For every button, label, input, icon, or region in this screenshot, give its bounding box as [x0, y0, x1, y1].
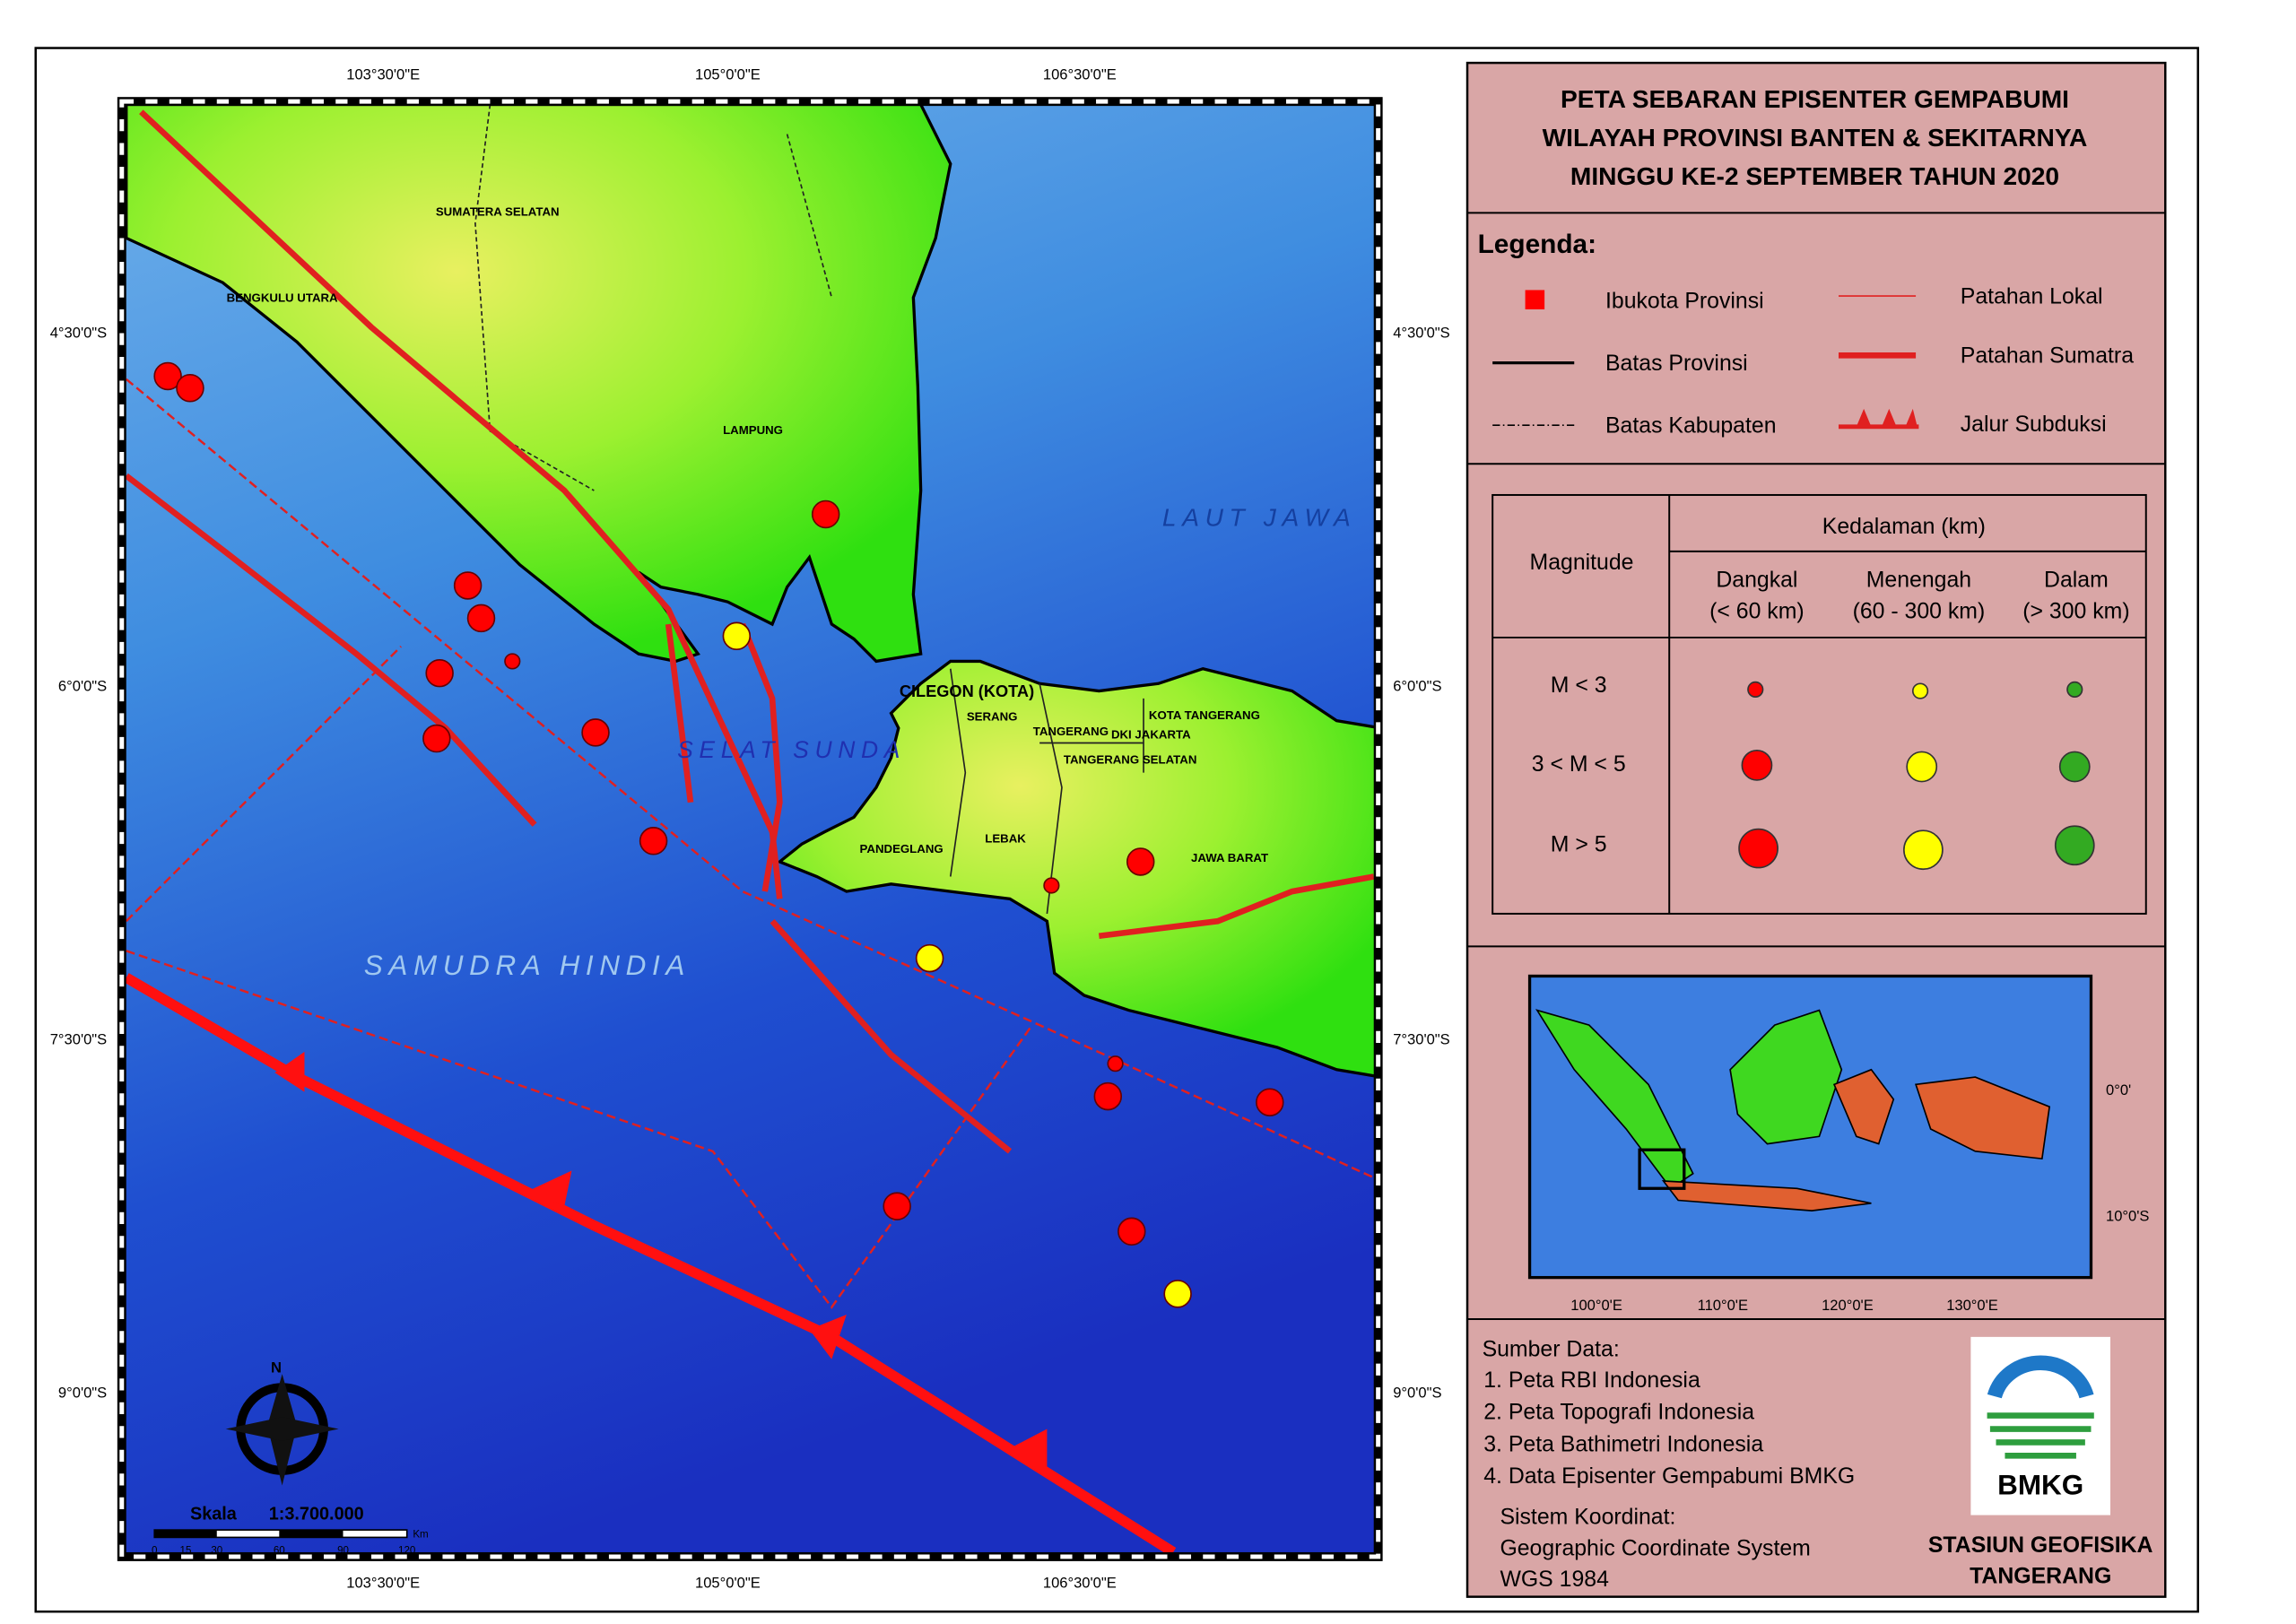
- scale-tick: 30: [211, 1546, 222, 1557]
- table-row: 3 < M < 5: [1532, 752, 1626, 777]
- table-row: M < 3: [1551, 673, 1607, 698]
- lon-label: 103°30'0"E: [346, 1575, 420, 1592]
- legend-item: Jalur Subduksi: [1961, 413, 2107, 437]
- place-label: LAUT JAWA: [1162, 504, 1357, 532]
- lon-label: 103°30'0"E: [346, 65, 420, 83]
- sources-heading: Sumber Data:: [1483, 1337, 1620, 1361]
- inset-lat: 0°0': [2106, 1081, 2131, 1099]
- scale-tick: 15: [180, 1546, 192, 1557]
- scale-tick: 90: [337, 1546, 349, 1557]
- map-frame-check: [119, 99, 1381, 1559]
- title-line: MINGGU KE-2 SEPTEMBER TAHUN 2020: [1570, 162, 2059, 190]
- table-column: Dangkal: [1716, 569, 1797, 593]
- bathymetry-faults: [125, 378, 1378, 1309]
- legend-item: Batas Kabupaten: [1605, 413, 1777, 438]
- legend-item: Batas Provinsi: [1605, 352, 1748, 376]
- scale-tick: 60: [274, 1546, 285, 1557]
- lat-label: 4°30'0"S: [50, 324, 107, 341]
- place-label: KOTA TANGERANG: [1149, 708, 1260, 722]
- scale-label: Skala: [190, 1505, 238, 1524]
- faults: [124, 109, 1375, 1154]
- table-header: Kedalaman (km): [1822, 515, 1986, 539]
- lat-label: 6°0'0"S: [1393, 678, 1441, 695]
- source-item: 1. Peta RBI Indonesia: [1483, 1368, 1700, 1393]
- scale-ratio: 1:3.700.000: [269, 1505, 364, 1524]
- table-column: Menengah: [1866, 569, 1971, 593]
- lon-label: 106°30'0"E: [1043, 65, 1117, 83]
- place-label: SERANG: [967, 710, 1018, 724]
- place-label: LAMPUNG: [723, 423, 783, 437]
- source-item: 4. Data Episenter Gempabumi BMKG: [1483, 1464, 1855, 1489]
- lon-label: 106°30'0"E: [1043, 1575, 1117, 1592]
- bmkg-logo: [1970, 1336, 2111, 1515]
- station-line: TANGERANG: [1970, 1565, 2111, 1589]
- lat-label: 7°30'0"S: [50, 1031, 107, 1048]
- subduction: [123, 973, 1177, 1557]
- panel-dividers: [1467, 212, 2166, 1320]
- source-item: 3. Peta Bathimetri Indonesia: [1483, 1432, 1763, 1456]
- subduction-teeth: [274, 1051, 1048, 1479]
- place-label: BENGKULU UTARA: [227, 291, 338, 305]
- title-line: PETA SEBARAN EPISENTER GEMPABUMI: [1561, 85, 2069, 113]
- lat-label: 6°0'0"S: [58, 678, 107, 695]
- north-label: N: [271, 1359, 282, 1376]
- place-label: TANGERANG SELATAN: [1064, 753, 1197, 767]
- table-header: Magnitude: [1530, 551, 1634, 575]
- lat-label: 9°0'0"S: [58, 1385, 107, 1402]
- place-label: DKI JAKARTA: [1111, 728, 1191, 742]
- system-heading: Sistem Koordinat:: [1500, 1505, 1675, 1529]
- inset-lon: 120°0'E: [1822, 1297, 1874, 1314]
- inset-map: [1527, 974, 2093, 1280]
- system-line: WGS 1984: [1500, 1568, 1609, 1592]
- inset-lon: 100°0'E: [1570, 1297, 1622, 1314]
- province-borders: [474, 104, 1144, 915]
- inset-lon: 130°0'E: [1946, 1297, 1998, 1314]
- java: [777, 659, 1378, 1079]
- legend-symbols: [1492, 290, 1919, 430]
- legend-heading: Legenda:: [1478, 230, 1596, 259]
- scale-unit: Km: [413, 1529, 428, 1540]
- depth-table-symbols: [1738, 681, 2095, 871]
- logo-text: BMKG: [1997, 1469, 2083, 1500]
- inset-lon: 110°0'E: [1698, 1297, 1748, 1314]
- place-label: SUMATERA SELATAN: [436, 205, 560, 219]
- lon-label: 105°0'0"E: [695, 1575, 761, 1592]
- scale-bar: [153, 1529, 408, 1539]
- lon-label: 105°0'0"E: [695, 65, 761, 83]
- table-column: Dalam: [2044, 569, 2109, 593]
- place-label: JAWA BARAT: [1191, 851, 1268, 864]
- source-item: 2. Peta Topografi Indonesia: [1483, 1401, 1754, 1425]
- table-column: (> 300 km): [2022, 599, 2129, 623]
- lat-label: 7°30'0"S: [1393, 1031, 1450, 1048]
- inset-lat: 10°0'S: [2106, 1208, 2149, 1225]
- place-label: PANDEGLANG: [860, 842, 944, 855]
- table-row: M > 5: [1551, 832, 1607, 856]
- title-line: WILAYAH PROVINSI BANTEN & SEKITARNYA: [1543, 124, 2088, 152]
- table-column: (< 60 km): [1709, 599, 1805, 623]
- place-label: TANGERANG: [1033, 725, 1109, 738]
- scale-tick: 0: [152, 1546, 157, 1557]
- epicenters: [153, 361, 1284, 1308]
- table-column: (60 - 300 km): [1853, 599, 1986, 623]
- lat-label: 9°0'0"S: [1393, 1385, 1441, 1402]
- place-label: SELAT SUNDA: [677, 736, 906, 763]
- legend-item: Ibukota Provinsi: [1605, 289, 1764, 313]
- station-line: STASIUN GEOFISIKA: [1928, 1533, 2153, 1558]
- depth-table-grid: [1492, 493, 2147, 915]
- legend-item: Patahan Sumatra: [1961, 344, 2134, 369]
- legend-item: Patahan Lokal: [1961, 284, 2103, 308]
- place-label: CILEGON (KOTA): [900, 682, 1034, 700]
- map: [121, 101, 1378, 1557]
- lat-label: 4°30'0"S: [1393, 324, 1450, 341]
- scale-tick: 120: [398, 1546, 415, 1557]
- place-label: SAMUDRA HINDIA: [364, 950, 691, 981]
- sumatra: [125, 102, 952, 664]
- system-line: Geographic Coordinate System: [1500, 1536, 1810, 1560]
- place-label: LEBAK: [985, 831, 1026, 845]
